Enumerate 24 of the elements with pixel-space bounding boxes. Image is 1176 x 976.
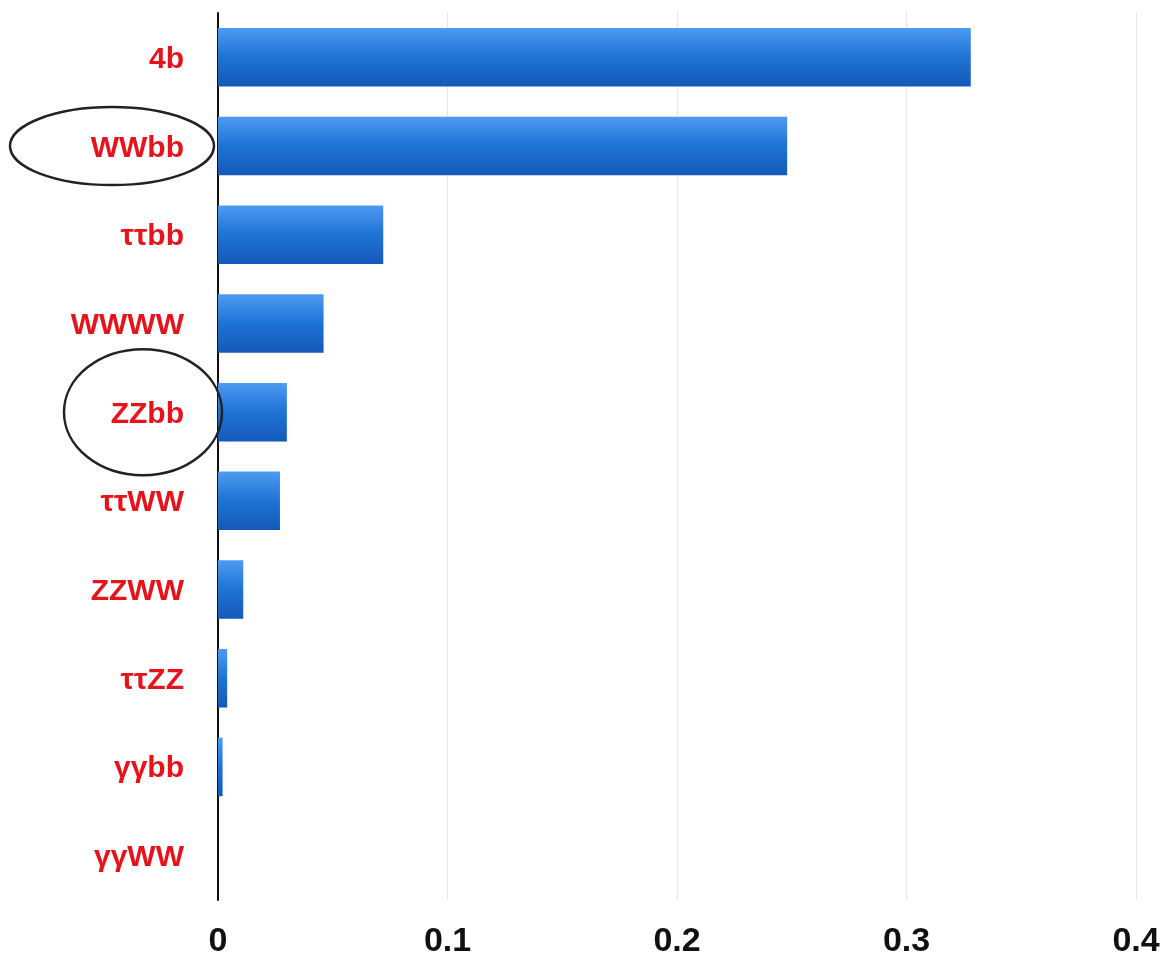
x-tick-label: 0.4 [1112, 920, 1160, 958]
bar [218, 205, 384, 265]
bar [218, 648, 228, 708]
bar [218, 116, 788, 176]
bar [218, 294, 324, 353]
y-tick-label: ZZWW [90, 573, 185, 607]
y-tick-label: γγWW [94, 839, 185, 873]
y-tick-label: 4b [148, 40, 184, 74]
x-tick-label: 0.3 [882, 920, 931, 958]
bar [218, 471, 280, 531]
y-tick-label: ττbb [120, 218, 184, 252]
bar [218, 737, 223, 797]
x-tick-label: 0.1 [423, 920, 472, 958]
y-tick-label: ZZbb [110, 395, 184, 429]
bar [218, 382, 287, 442]
x-tick-label: 0 [208, 920, 228, 958]
bar [218, 560, 244, 619]
y-tick-label: WWWW [70, 306, 185, 340]
y-tick-label: ττWW [100, 484, 185, 518]
x-tick-label: 0.2 [653, 920, 701, 958]
y-tick-label: γγbb [113, 750, 184, 784]
y-tick-label: ττZZ [120, 661, 184, 695]
bar [218, 28, 971, 87]
y-tick-label: WWbb [90, 129, 184, 163]
